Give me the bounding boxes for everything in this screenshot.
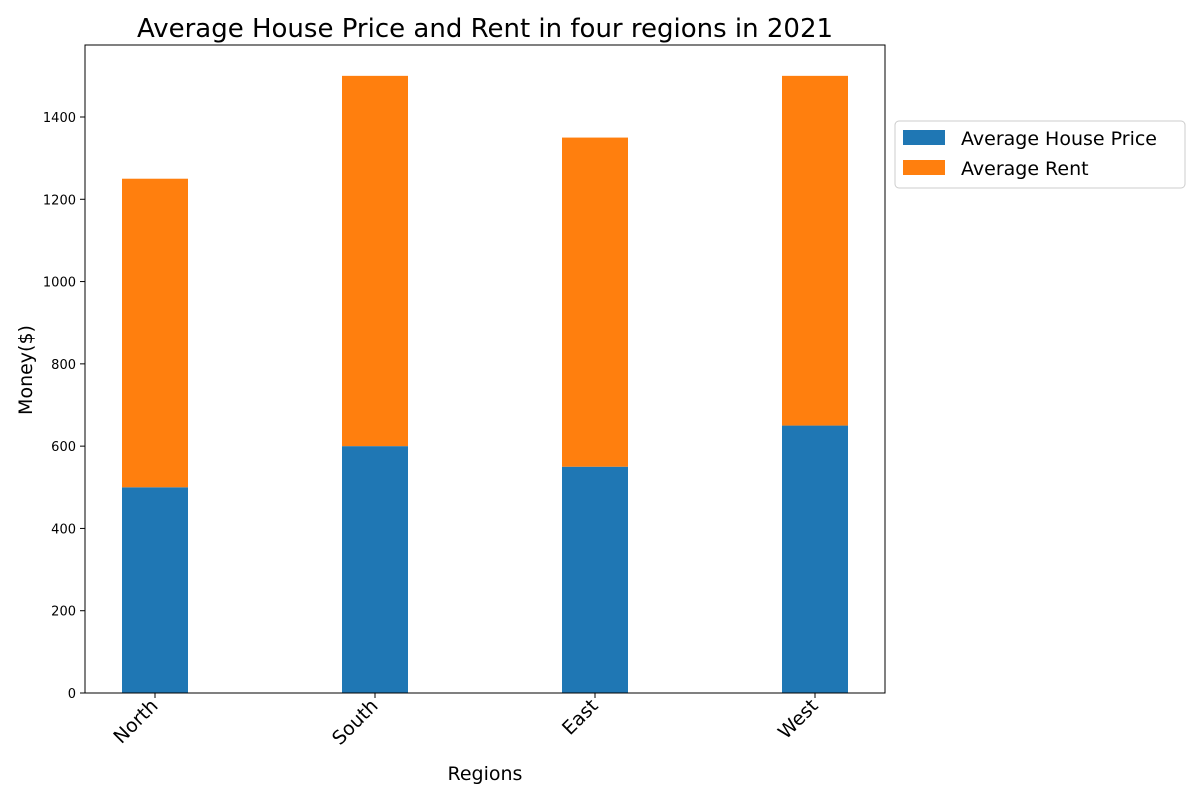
legend: Average House Price Average Rent [894, 120, 1186, 189]
bar-rent-west [782, 75, 848, 426]
bar-rent-east [562, 137, 628, 467]
chart-title: Average House Price and Rent in four reg… [137, 14, 833, 44]
y-tick-label: 1200 [43, 193, 76, 208]
y-tick-label: 0 [68, 687, 76, 702]
y-tick-label: 1000 [43, 276, 76, 291]
legend-box [894, 120, 1186, 189]
y-tick-label: 200 [51, 605, 76, 620]
bar-rent-north [122, 178, 188, 488]
bar-house-price-east [562, 466, 628, 693]
legend-swatch-rent [903, 160, 945, 175]
x-axis-label: Regions [448, 763, 523, 785]
bar-house-price-north [122, 487, 188, 693]
bar-rent-south [342, 75, 408, 447]
bar-house-price-west [782, 425, 848, 693]
y-tick-label: 600 [51, 440, 76, 455]
x-tick-label-east: East [558, 695, 603, 740]
bar-house-price-south [342, 446, 408, 693]
y-tick-label: 400 [51, 522, 76, 537]
x-tick-label-west: West [774, 695, 823, 744]
plot-frame [84, 44, 886, 694]
y-tick-label: 800 [51, 358, 76, 373]
y-tick-label: 1400 [43, 111, 76, 126]
plot-area: 0 200 400 600 800 1000 1200 1400 North South East W… [43, 44, 886, 750]
y-axis-label: Money($) [15, 325, 37, 415]
x-tick-label-north: North [109, 695, 162, 748]
legend-label-house-price: Average House Price [961, 128, 1157, 150]
legend-swatch-house-price [903, 130, 945, 145]
legend-label-rent: Average Rent [961, 158, 1089, 180]
x-tick-label-south: South [328, 695, 383, 750]
